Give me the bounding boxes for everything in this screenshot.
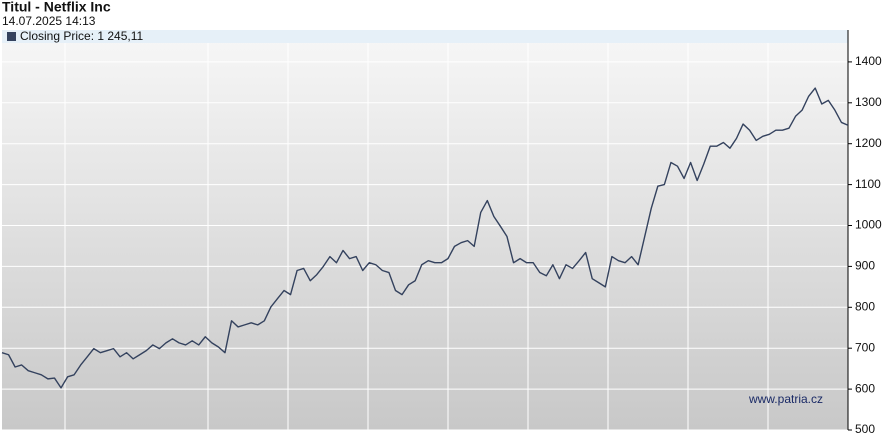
chart-subtitle: 14.07.2025 14:13: [2, 14, 96, 28]
y-tick-label: 900: [855, 259, 875, 273]
y-tick-label: 700: [855, 340, 875, 354]
y-tick-label: 500: [855, 422, 875, 436]
y-tick-label: 1400: [855, 54, 882, 68]
y-tick-label: 600: [855, 381, 875, 395]
watermark: www.patria.cz: [748, 392, 823, 406]
plot-background: [2, 30, 848, 430]
y-tick-label: 1200: [855, 136, 882, 150]
legend-swatch: [7, 32, 16, 41]
chart-title: Titul - Netflix Inc: [2, 0, 111, 15]
y-tick-label: 1000: [855, 218, 882, 232]
y-tick-label: 1100: [855, 177, 881, 191]
y-tick-label: 800: [855, 299, 875, 313]
vertical-grid: [64, 43, 769, 430]
y-tick-label: 1300: [855, 95, 882, 109]
price-line: [1, 87, 849, 389]
legend-label: Closing Price: 1 245,11: [20, 29, 144, 43]
legend-band: [2, 30, 848, 43]
